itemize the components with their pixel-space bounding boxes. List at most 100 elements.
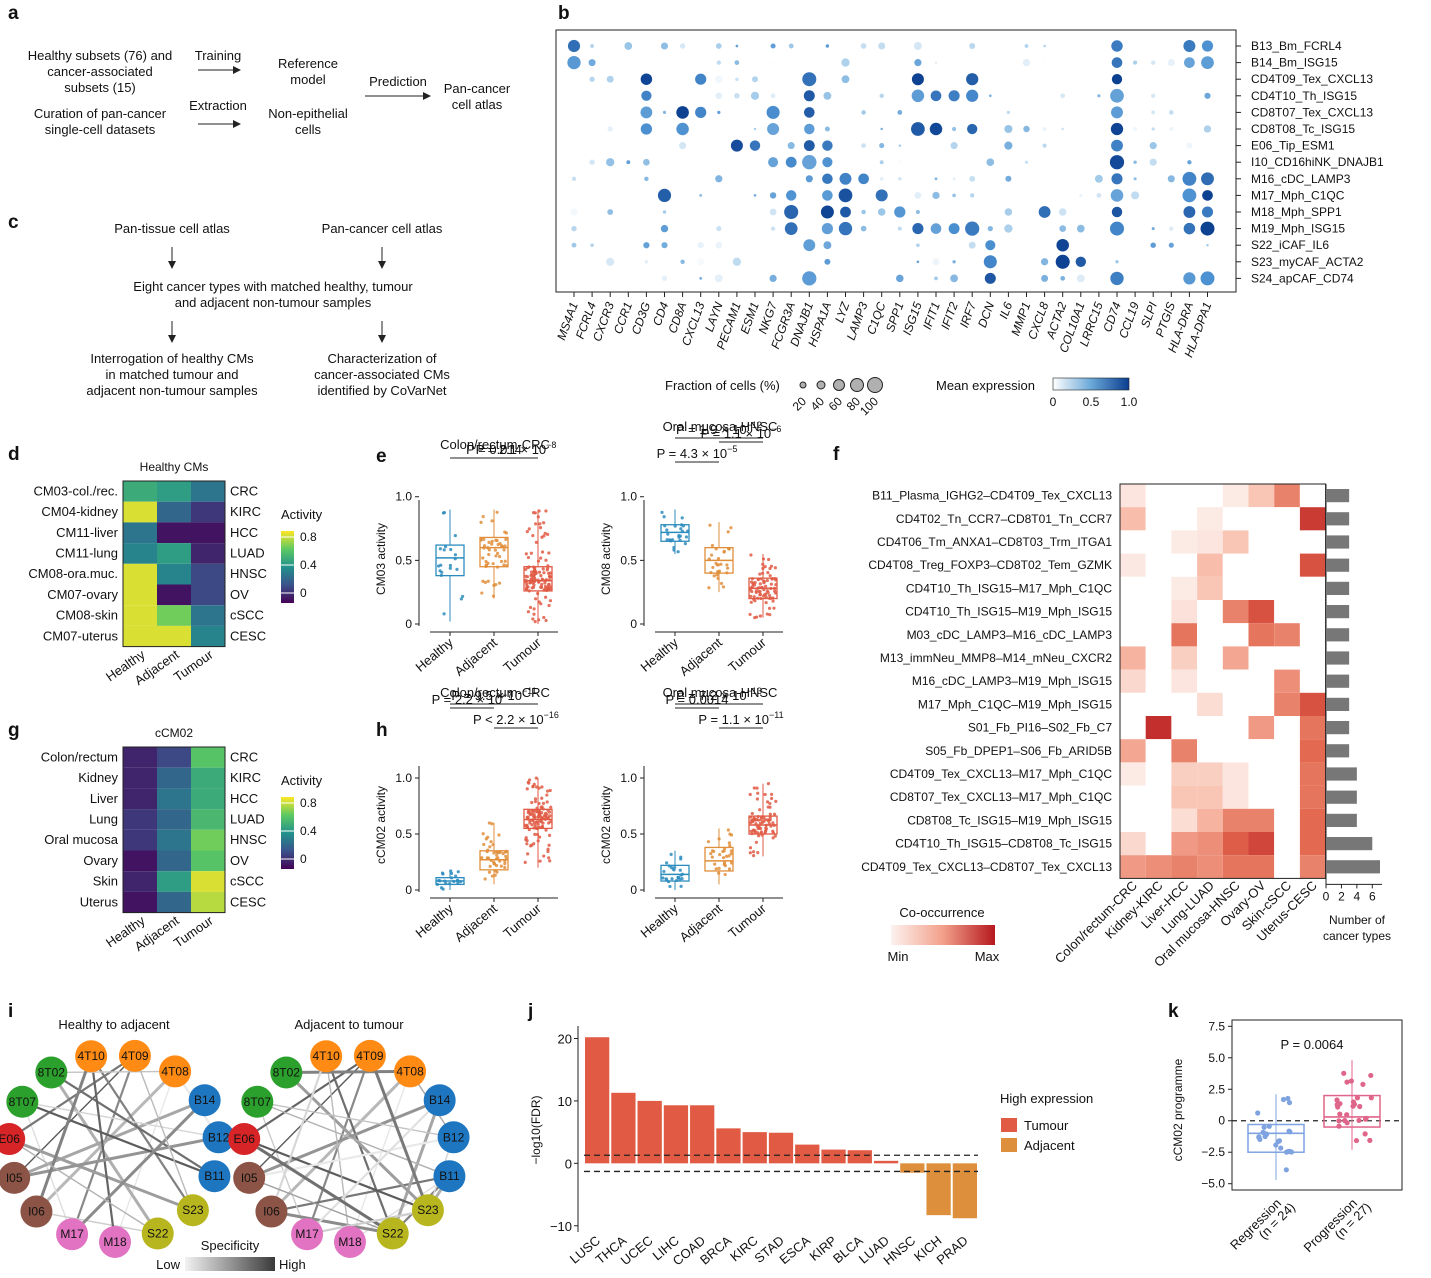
b-dot <box>897 159 903 165</box>
i-edge <box>349 1175 450 1243</box>
f-cell <box>1145 553 1172 577</box>
f-cell <box>1171 716 1198 740</box>
b-dot <box>916 243 920 248</box>
h2-point <box>669 852 673 856</box>
e2-point <box>774 583 778 587</box>
f-cell <box>1171 484 1198 508</box>
f-cell <box>1222 855 1249 879</box>
e2-point <box>680 516 684 520</box>
f-cell <box>1171 855 1198 879</box>
h1-point <box>485 856 489 860</box>
h2-point <box>680 877 684 881</box>
f-cell <box>1299 716 1326 740</box>
b-dot <box>567 55 581 70</box>
b-dot <box>1201 40 1214 52</box>
c-bottom-right-line2: cancer-associated CMs <box>314 367 450 382</box>
b-color-legend-tick: 0.5 <box>1083 395 1100 409</box>
b-dot <box>1040 258 1049 266</box>
h1-point <box>524 836 528 840</box>
panel-letter-f: f <box>833 444 840 465</box>
e1-ytick-label: 1.0 <box>395 490 412 504</box>
e1-point <box>436 564 441 568</box>
h1-point <box>449 876 454 880</box>
h2-point <box>706 840 711 844</box>
e1-point <box>504 537 508 541</box>
h1-point <box>549 820 553 824</box>
i-node <box>310 1040 343 1073</box>
b-dot <box>838 221 853 236</box>
j-bar <box>585 1037 610 1164</box>
h1-point <box>452 879 456 884</box>
i-legend-bar <box>185 1257 275 1271</box>
f-cell <box>1248 855 1275 879</box>
b-dot <box>751 76 759 83</box>
h2-xlabel: Tumour <box>725 900 769 940</box>
k-point <box>1255 1110 1261 1116</box>
d-legend-tick: 0 <box>300 586 307 600</box>
e1-point <box>528 605 533 610</box>
e1-point <box>547 574 552 579</box>
j-bar <box>847 1150 872 1164</box>
h1-point <box>538 859 542 863</box>
k-point <box>1354 1095 1361 1101</box>
panel-letter-g: g <box>8 720 20 741</box>
e1-point <box>524 567 528 572</box>
b-dot <box>952 260 956 264</box>
e1-point <box>546 586 550 590</box>
j-ytick-label: 10 <box>558 1094 572 1109</box>
f-cell <box>1171 530 1198 554</box>
e2-point <box>673 524 677 528</box>
f-cell <box>1197 832 1223 856</box>
f-row-label: CD4T10_Th_ISG15–M17_Mph_C1QC <box>906 581 1112 595</box>
h1-point <box>440 871 445 875</box>
h2-point <box>665 878 669 882</box>
f-cell <box>1248 576 1275 600</box>
d-row-label: CM08-skin <box>56 608 118 623</box>
a-left-bottom-line2: single-cell datasets <box>45 122 156 137</box>
k-ytick-label: 5.0 <box>1208 1051 1225 1065</box>
e2-point <box>721 585 726 589</box>
d-cell <box>123 605 157 626</box>
e2-point <box>758 614 763 618</box>
b-dot <box>824 126 830 132</box>
e1-point <box>442 548 446 552</box>
b-dot <box>784 222 798 235</box>
e2-point <box>758 592 763 597</box>
b-dot <box>1183 40 1196 52</box>
h1-point <box>456 870 460 874</box>
b-dot <box>1151 127 1155 131</box>
i-node-label: E06 <box>234 1132 256 1146</box>
b-dot <box>787 142 795 150</box>
b-dot <box>1110 189 1124 202</box>
i-node <box>0 1123 26 1156</box>
f-cell <box>1222 785 1249 809</box>
i-node-label: M18 <box>338 1235 362 1249</box>
k-point <box>1266 1123 1272 1129</box>
h2-point <box>722 861 727 865</box>
k-point <box>1367 1137 1373 1143</box>
b-dot <box>1022 58 1031 67</box>
h1-point <box>526 817 530 821</box>
f-cell <box>1274 808 1300 832</box>
i-node-label: 4T10 <box>77 1049 105 1063</box>
i-edge <box>243 1054 371 1140</box>
h1-point <box>537 835 542 839</box>
d-cell <box>191 563 225 585</box>
i-edge <box>8 1138 159 1235</box>
e1-point <box>533 597 538 601</box>
e1-point <box>484 563 488 567</box>
b-dot <box>1075 256 1087 268</box>
b-dot <box>767 122 780 136</box>
g-cell <box>123 871 157 892</box>
b-size-legend-label: 20 <box>790 394 810 414</box>
f-cell <box>1120 600 1146 624</box>
b-dot <box>898 144 902 147</box>
f-cell <box>1299 832 1326 856</box>
e1-point <box>533 576 537 580</box>
h1-point <box>490 822 494 826</box>
i-node <box>333 1225 366 1258</box>
f-row-label: CD4T09_Tex_CXCL13–CD8T07_Tex_CXCL13 <box>861 860 1112 874</box>
h2-point <box>727 867 732 871</box>
b-row-label: CD8T07_Tex_CXCL13 <box>1251 105 1373 119</box>
i-node-label: M17 <box>60 1227 84 1241</box>
